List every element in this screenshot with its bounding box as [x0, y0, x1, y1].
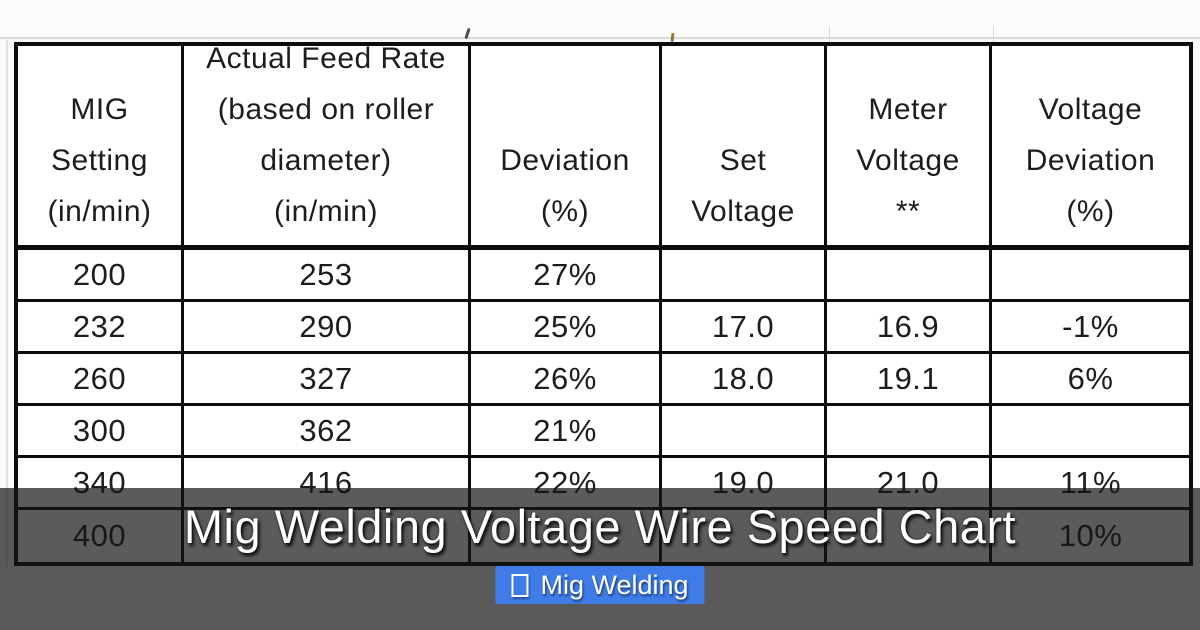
table-cell	[827, 250, 992, 302]
table-cell: 27%	[471, 250, 662, 302]
header-set-voltage: Set Voltage	[662, 46, 827, 250]
table-cell: 17.0	[662, 302, 827, 354]
table-cell: 260	[18, 354, 184, 406]
table-cell: 300	[18, 406, 184, 458]
table-cell: 200	[18, 250, 184, 302]
table-cell: 19.1	[827, 354, 992, 406]
spreadsheet-gridline	[993, 26, 994, 42]
missing-glyph-icon	[511, 573, 529, 597]
table-cell: 232	[18, 302, 184, 354]
header-deviation: Deviation (%)	[471, 46, 662, 250]
spreadsheet-gridline	[6, 40, 8, 567]
table-cell	[992, 406, 1189, 458]
header-actual-feed-rate: Actual Feed Rate (based on roller diamet…	[184, 46, 471, 250]
header-meter-voltage: Meter Voltage **	[827, 46, 992, 250]
table-cell: 21%	[471, 406, 662, 458]
table-cell: 327	[184, 354, 471, 406]
table-cell: 6%	[992, 354, 1189, 406]
category-badge[interactable]: Mig Welding	[495, 566, 705, 604]
table-cell	[827, 406, 992, 458]
badge-label: Mig Welding	[540, 569, 689, 600]
table-cell: 25%	[471, 302, 662, 354]
table-cell: 18.0	[662, 354, 827, 406]
table-cell	[992, 250, 1189, 302]
spreadsheet-gridline	[0, 37, 1200, 39]
table-cell: -1%	[992, 302, 1189, 354]
table-cell: 290	[184, 302, 471, 354]
table-cell	[662, 250, 827, 302]
page-title: Mig Welding Voltage Wire Speed Chart	[183, 500, 1017, 553]
table-cell: 362	[184, 406, 471, 458]
header-voltage-deviation: Voltage Deviation (%)	[992, 46, 1189, 250]
table-cell: 16.9	[827, 302, 992, 354]
table-cell: 26%	[471, 354, 662, 406]
stray-mark	[670, 32, 675, 43]
title-overlay-band	[0, 488, 1200, 630]
spreadsheet-gridline	[829, 26, 830, 42]
table-cell: 253	[184, 250, 471, 302]
table-cell	[662, 406, 827, 458]
header-mig-setting: MIG Setting (in/min)	[18, 46, 184, 250]
